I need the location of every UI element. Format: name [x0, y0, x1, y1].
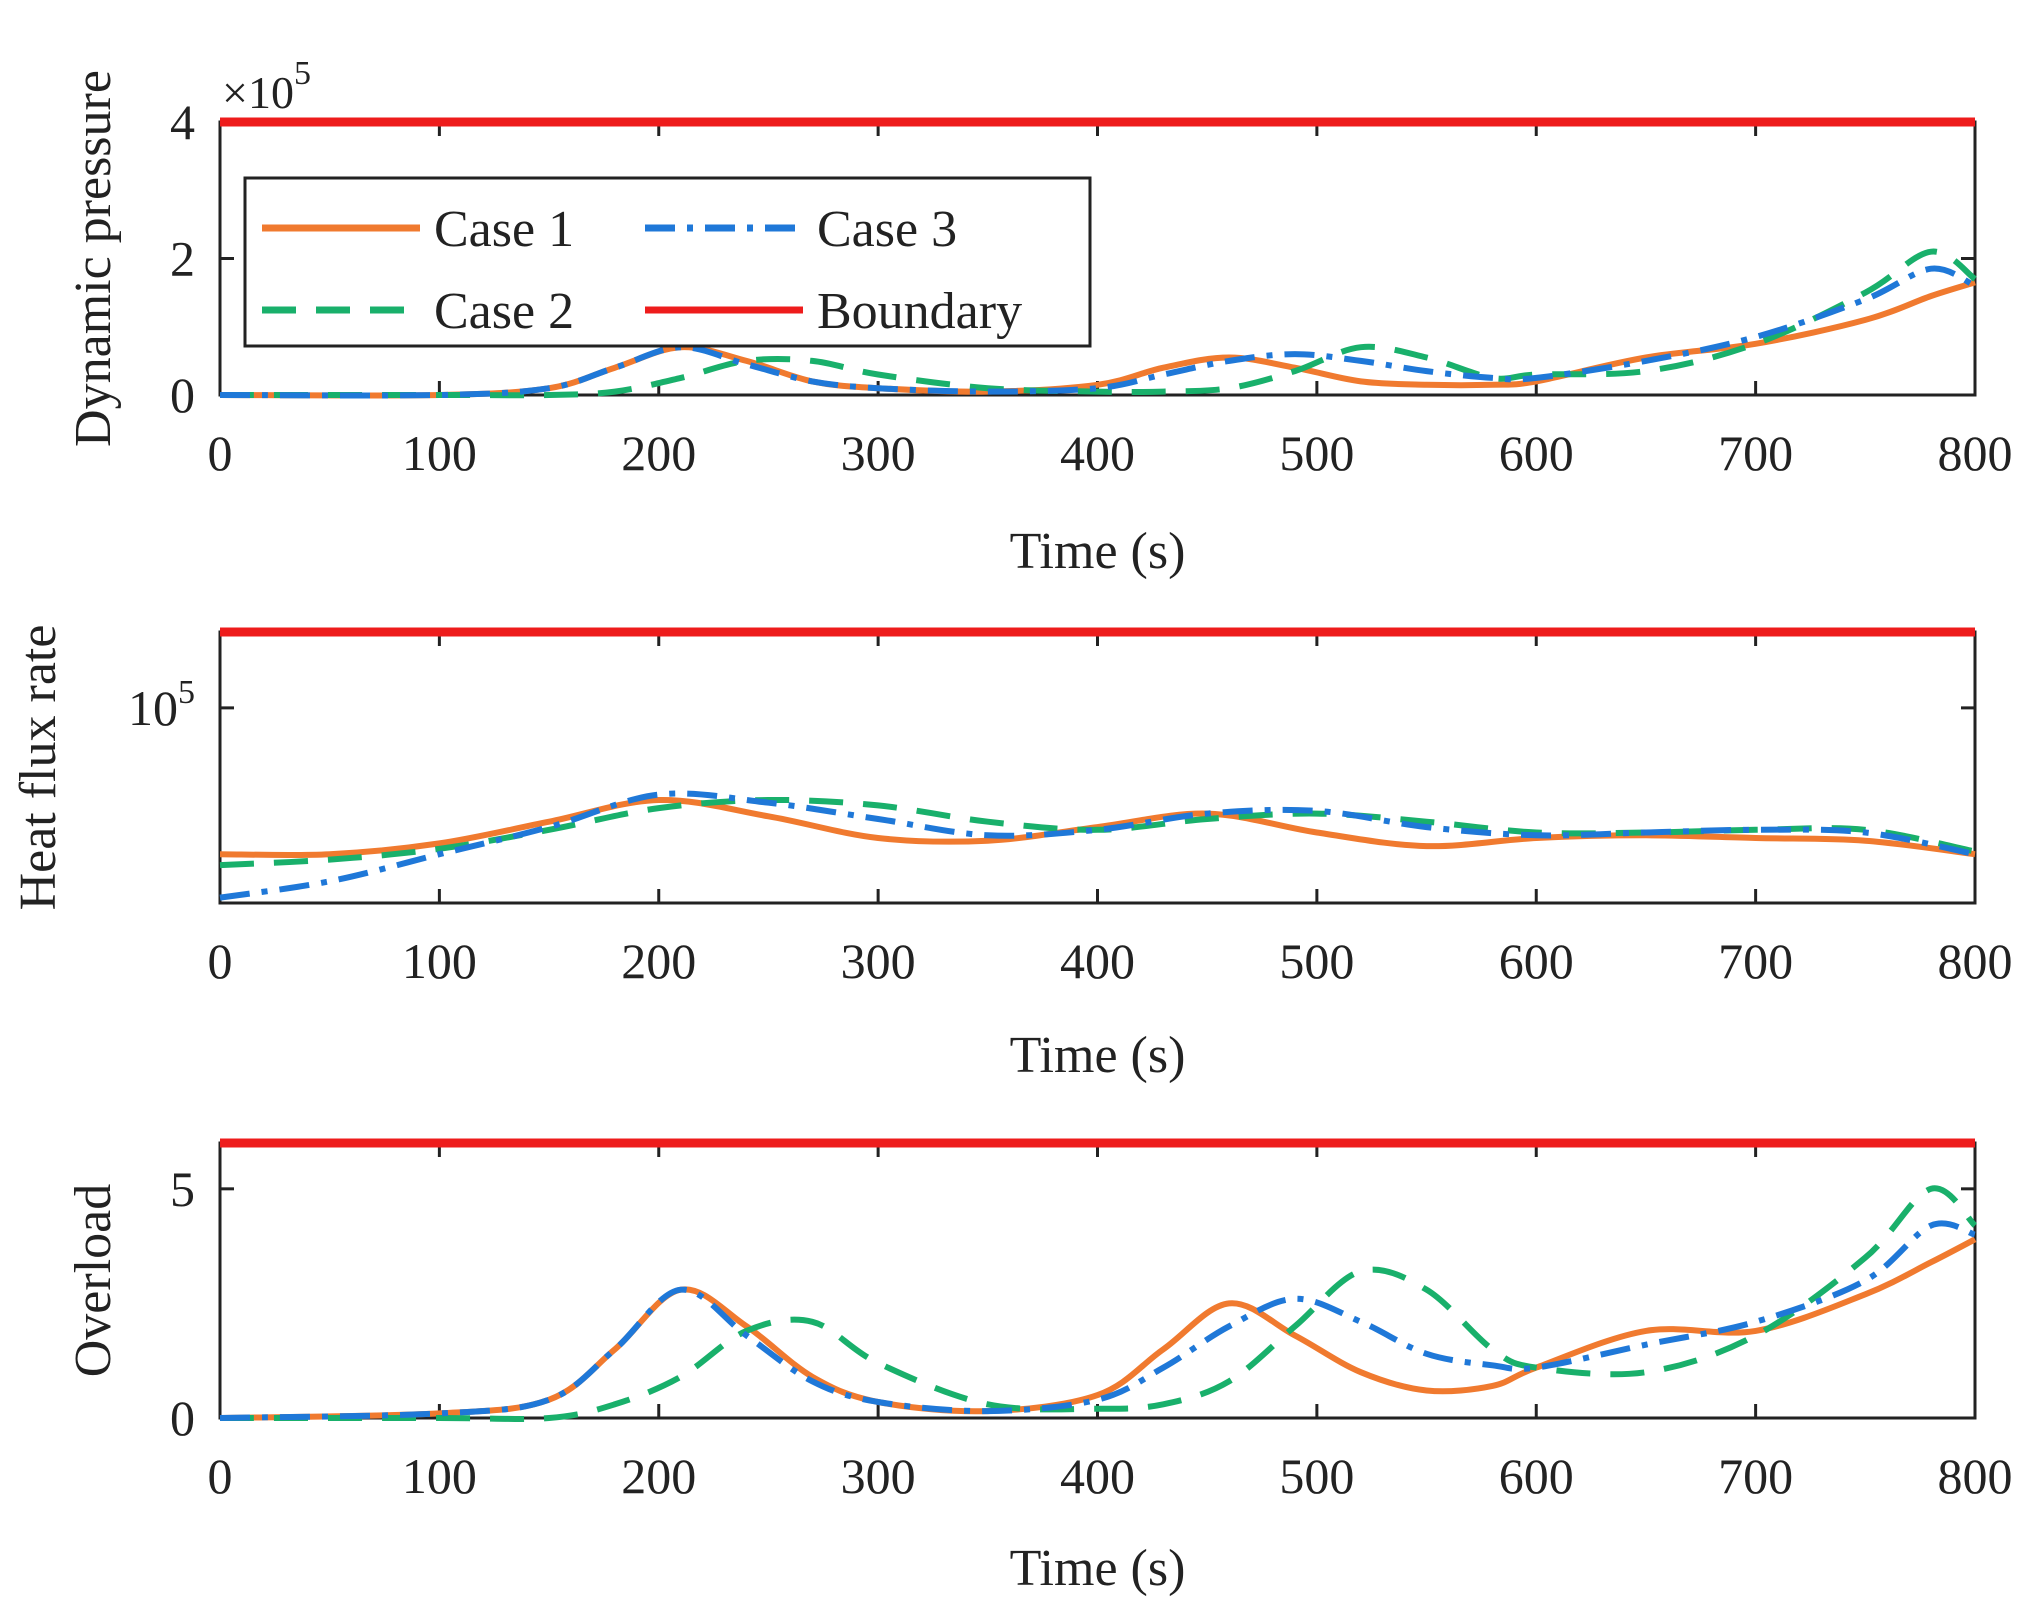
legend: Case 1 Case 3 Case 2 Boundary [243, 176, 1092, 348]
x-tick-label: 500 [1279, 1448, 1354, 1504]
series-case1-line [219, 1236, 1977, 1421]
legend-label-case1: Case 1 [434, 201, 574, 258]
x-axis-label: Time (s) [1010, 1540, 1186, 1597]
chart-heat-flux-rate: 0 100 200 300 400 500 600 700 800 105 Time (s) Heat… [10, 625, 2013, 1084]
x-tick-label: 600 [1499, 1448, 1574, 1504]
series-case2-line [219, 248, 1977, 399]
x-tick-label: 800 [1938, 1448, 2013, 1504]
x-tick-label: 0 [208, 933, 233, 989]
x-tick-label: 0 [208, 425, 233, 481]
series-case3-line [219, 1220, 1976, 1421]
x-tick-label: 400 [1060, 1448, 1135, 1504]
chart-dynamic-pressure: 0 100 200 300 400 500 600 700 800 0 2 4 ×105 Time (s)… [65, 55, 2013, 580]
axes-box [218, 1141, 1977, 1420]
x-tick-label: 100 [402, 1448, 477, 1504]
x-tick-label: 0 [208, 1448, 233, 1504]
y-tick-label: 5 [170, 1161, 195, 1217]
y-tick-label: 105 [128, 674, 195, 736]
x-tick-label: 300 [841, 1448, 916, 1504]
x-tick-label: 100 [402, 933, 477, 989]
y-tick-label: 0 [170, 367, 195, 423]
x-tick-label: 400 [1060, 425, 1135, 481]
x-axis-label: Time (s) [1010, 1027, 1186, 1084]
x-axis-label: Time (s) [1010, 523, 1186, 580]
x-tick-label: 200 [621, 425, 696, 481]
x-tick-label: 200 [621, 1448, 696, 1504]
y-tick-label: 4 [170, 94, 195, 150]
x-tick-label: 500 [1279, 933, 1354, 989]
axis-exponent: ×105 [222, 55, 311, 118]
x-tick-label: 100 [402, 425, 477, 481]
chart-overload: 0 100 200 300 400 500 600 700 800 0 5 Time (s) Overl… [65, 1138, 2013, 1597]
series-case2-line [220, 1185, 1978, 1423]
y-axis-label: Heat flux rate [10, 625, 67, 911]
legend-label-boundary: Boundary [817, 283, 1022, 340]
axes-box [218, 630, 1977, 905]
series-case3-line [219, 265, 1977, 399]
x-tick-label: 700 [1718, 1448, 1793, 1504]
x-tick-label: 600 [1499, 425, 1574, 481]
y-axis-label: Overload [65, 1184, 122, 1377]
legend-label-case2: Case 2 [434, 283, 574, 340]
x-tick-label: 200 [621, 933, 696, 989]
legend-label-case3: Case 3 [817, 201, 957, 258]
legend-box [243, 176, 1092, 348]
y-tick-label: 0 [170, 1390, 195, 1446]
x-tick-label: 800 [1938, 425, 2013, 481]
x-tick-label: 500 [1279, 425, 1354, 481]
series-case3-line [219, 790, 1976, 901]
x-tick-label: 700 [1718, 933, 1793, 989]
x-tick-label: 800 [1938, 933, 2013, 989]
y-axis-label: Dynamic pressure [65, 70, 122, 447]
y-tick-label: 2 [170, 231, 195, 287]
x-tick-label: 700 [1718, 425, 1793, 481]
x-tick-label: 600 [1499, 933, 1574, 989]
x-tick-label: 400 [1060, 933, 1135, 989]
x-tick-label: 300 [841, 425, 916, 481]
x-tick-label: 300 [841, 933, 916, 989]
series-case1-line [219, 279, 1976, 399]
